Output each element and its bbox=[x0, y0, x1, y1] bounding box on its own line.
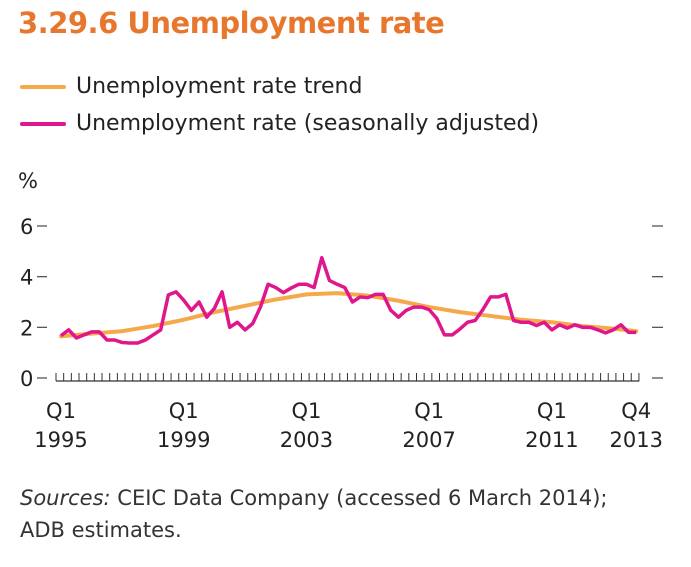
y-axis-unit: % bbox=[18, 169, 38, 193]
x-tick-label-year: 1995 bbox=[34, 428, 87, 452]
legend-label: Unemployment rate (seasonally adjusted) bbox=[76, 111, 540, 136]
legend-swatch-trend bbox=[20, 84, 66, 89]
x-tick-label-year: 1999 bbox=[157, 428, 210, 452]
legend-item-seasonal: Unemployment rate (seasonally adjusted) bbox=[20, 111, 539, 136]
sources-note: Sources: CEIC Data Company (accessed 6 M… bbox=[20, 482, 607, 546]
x-tick-label-quarter: Q1 bbox=[414, 399, 444, 423]
x-tick-label-quarter: Q1 bbox=[291, 399, 321, 423]
sources-label: Sources: bbox=[20, 486, 111, 510]
x-tick-label-year: 2007 bbox=[402, 428, 455, 452]
x-tick-label-quarter: Q1 bbox=[537, 399, 567, 423]
sources-line2: ADB estimates. bbox=[20, 518, 182, 542]
legend-item-trend: Unemployment rate trend bbox=[20, 74, 362, 99]
y-tick-label: 0 bbox=[20, 367, 33, 391]
trend-line bbox=[59, 291, 639, 339]
x-tick-label-quarter: Q4 bbox=[621, 399, 651, 423]
chart-plot: % 0 2 4 6 Q1 1995 Q1 1999 Q1 2003 Q1 2007 Q1 2011 Q4 201… bbox=[18, 169, 663, 452]
x-tick-label-year: 2013 bbox=[610, 428, 663, 452]
chart-title: 3.29.6 Unemployment rate bbox=[18, 6, 445, 40]
sources-text: CEIC Data Company (accessed 6 March 2014… bbox=[110, 486, 608, 510]
y-tick-label: 2 bbox=[20, 316, 33, 340]
y-tick-label: 4 bbox=[20, 266, 33, 290]
y-tick-label: 6 bbox=[20, 215, 33, 239]
x-tick-label-quarter: Q1 bbox=[46, 399, 76, 423]
x-tick-label-quarter: Q1 bbox=[169, 399, 199, 423]
x-tick-label-year: 2003 bbox=[280, 428, 333, 452]
legend-swatch-seasonal bbox=[20, 121, 66, 126]
seasonal-line bbox=[59, 255, 637, 345]
x-tick-label-year: 2011 bbox=[525, 428, 578, 452]
legend-label: Unemployment rate trend bbox=[76, 74, 363, 99]
